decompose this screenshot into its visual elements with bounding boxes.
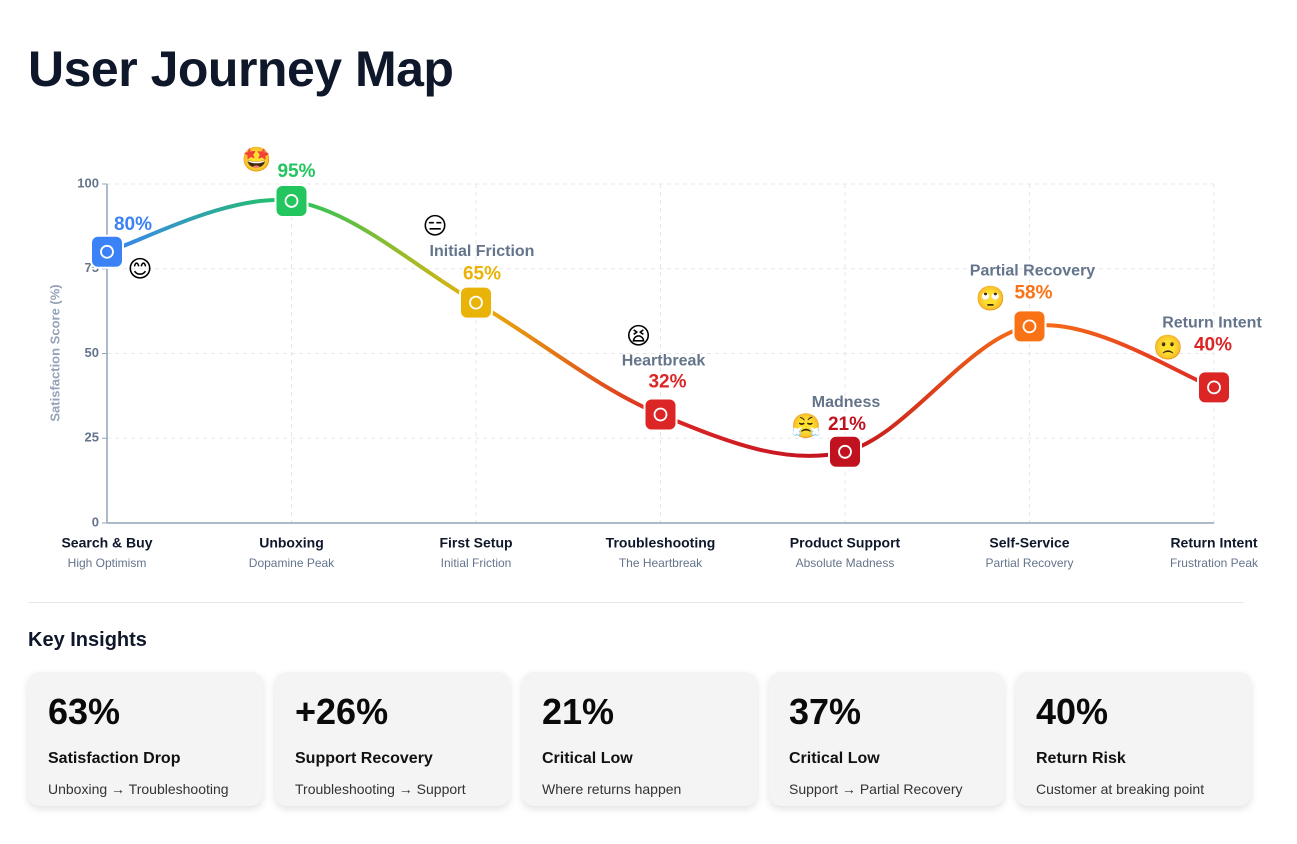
- value-label: 95%: [277, 161, 315, 182]
- value-label: 65%: [463, 264, 501, 285]
- insight-card: 40% Return Risk Customer at breaking point: [1016, 672, 1251, 806]
- stage-emoji: 🤩: [242, 146, 272, 173]
- insight-title: Support Recovery: [295, 750, 433, 767]
- stage-annotation: Heartbreak: [622, 353, 706, 370]
- chart: Satisfaction Score (%) 0255075100Search …: [47, 146, 1262, 570]
- x-tick-label: Unboxing: [259, 535, 324, 551]
- stage-icon: [838, 444, 852, 459]
- y-tick-label: 0: [92, 514, 99, 529]
- insight-value: 63%: [48, 691, 121, 732]
- insight-desc: Unboxing → Troubleshooting: [48, 781, 229, 797]
- x-tick-sublabel: Partial Recovery: [985, 556, 1073, 570]
- insight-title: Satisfaction Drop: [48, 750, 181, 767]
- insight-card: +26% Support Recovery Troubleshooting → Su…: [275, 672, 510, 806]
- value-label: 40%: [1194, 334, 1232, 355]
- x-tick-label: Return Intent: [1170, 535, 1257, 551]
- stage-emoji: 🙁: [1153, 335, 1183, 362]
- value-label: 21%: [828, 414, 866, 435]
- insight-title: Return Risk: [1036, 750, 1126, 767]
- stage-icon: [1207, 380, 1221, 395]
- stage-icon: [284, 194, 299, 208]
- insight-value: 37%: [789, 691, 862, 732]
- stage-marker: [90, 234, 124, 269]
- stage-marker: [643, 397, 678, 432]
- insight-value: +26%: [295, 691, 389, 732]
- x-tick-label: Self-Service: [989, 535, 1069, 551]
- insight-desc: Support → Partial Recovery: [789, 781, 963, 797]
- stage-marker: [459, 285, 493, 320]
- insight-desc: Troubleshooting → Support: [295, 781, 466, 797]
- insight-card: 37% Critical Low Support → Partial Recover…: [769, 672, 1004, 806]
- stage-annotation: Initial Friction: [430, 243, 535, 260]
- x-tick-label: Product Support: [790, 535, 901, 551]
- stage-icon: [100, 244, 114, 259]
- x-tick-sublabel: Frustration Peak: [1170, 556, 1259, 570]
- insight-cards: 63% Satisfaction Drop Unboxing → Troublesh…: [28, 672, 1251, 806]
- x-tick-sublabel: Initial Friction: [441, 556, 512, 570]
- insight-value: 40%: [1036, 691, 1109, 732]
- stage-marker: [274, 183, 309, 218]
- insight-title: Critical Low: [542, 750, 633, 767]
- stage-icon: [1022, 319, 1037, 334]
- insight-title: Critical Low: [789, 750, 880, 767]
- stage-emoji: 😊: [127, 256, 152, 283]
- stage-annotation: Partial Recovery: [970, 263, 1096, 280]
- x-tick-label: Troubleshooting: [606, 535, 716, 551]
- stage-marker: [1012, 309, 1047, 344]
- insight-value: 21%: [542, 691, 615, 732]
- stage-marker: [828, 434, 862, 469]
- y-tick-label: 50: [85, 345, 99, 360]
- insight-desc: Customer at breaking point: [1036, 781, 1205, 797]
- insight-card: 21% Critical Low Where returns happen: [522, 672, 757, 806]
- page-title: User Journey Map: [28, 41, 454, 97]
- insight-desc: Where returns happen: [542, 781, 682, 797]
- stage-marker: [1197, 370, 1231, 405]
- y-tick-label: 100: [77, 175, 99, 190]
- y-axis-label: Satisfaction Score (%): [47, 284, 62, 421]
- stage-icon: [653, 407, 668, 422]
- stage-icon: [469, 295, 483, 310]
- stage-emoji: 😤: [791, 413, 821, 440]
- x-tick-sublabel: High Optimism: [68, 556, 147, 570]
- stage-emoji: 😑: [422, 213, 447, 240]
- x-tick-label: Search & Buy: [61, 535, 152, 551]
- value-label: 32%: [648, 372, 686, 393]
- insights-title: Key Insights: [28, 629, 147, 651]
- stage-emoji: 🙄: [976, 286, 1006, 313]
- value-label: 58%: [1014, 282, 1052, 303]
- stage-annotation: Return Intent: [1162, 315, 1262, 332]
- divider: [28, 602, 1244, 603]
- x-tick-sublabel: Dopamine Peak: [249, 556, 335, 570]
- stage-annotation: Madness: [812, 394, 881, 411]
- x-tick-label: First Setup: [439, 535, 512, 551]
- value-label: 80%: [114, 214, 152, 235]
- x-tick-sublabel: The Heartbreak: [619, 556, 703, 570]
- stage-emoji: 😫: [626, 323, 651, 350]
- y-tick-label: 25: [85, 430, 99, 445]
- x-tick-sublabel: Absolute Madness: [796, 556, 895, 570]
- insight-card: 63% Satisfaction Drop Unboxing → Troublesh…: [28, 672, 263, 806]
